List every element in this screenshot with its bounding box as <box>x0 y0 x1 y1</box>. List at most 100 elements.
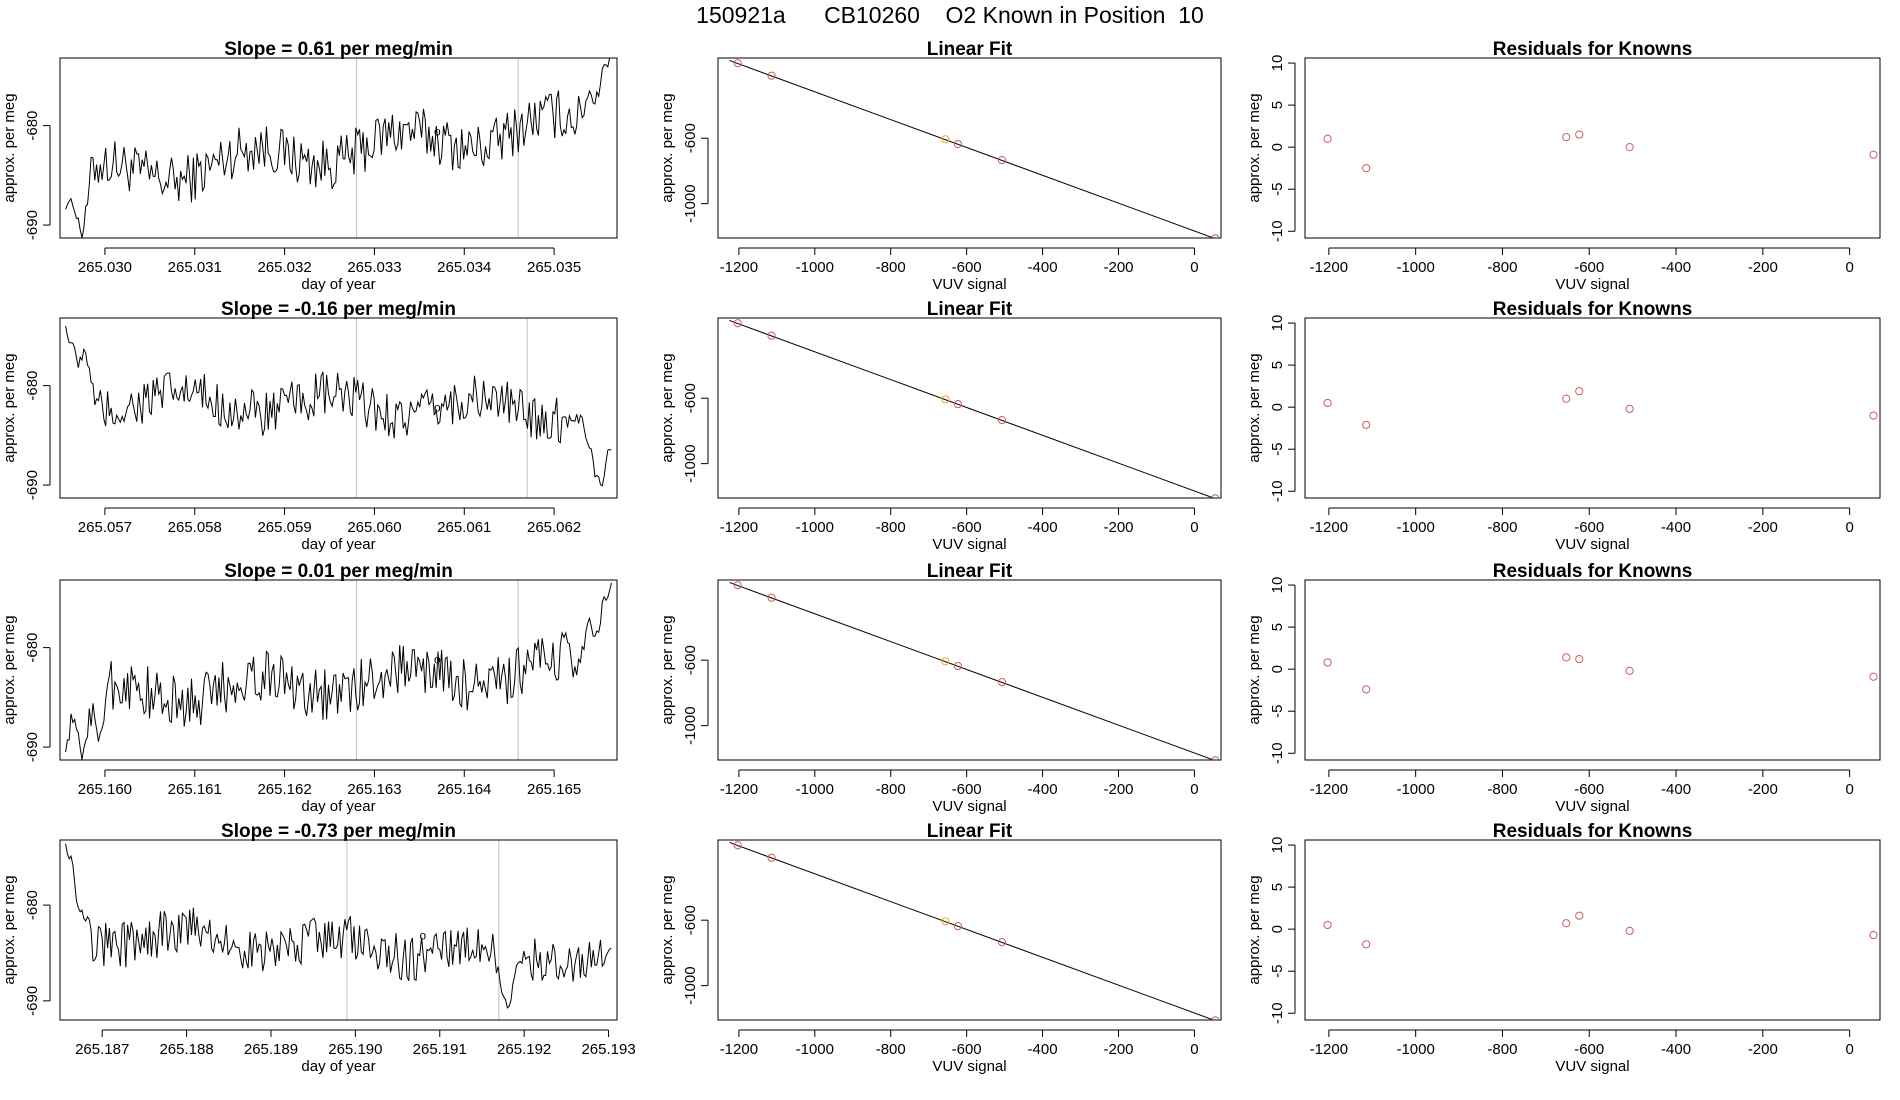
panel-scatter-4-2: Linear Fit -1200 -1000 -800 -600 -400 -200 0 VUV… <box>659 821 1222 1075</box>
x-tick-label: 265.033 <box>347 259 401 276</box>
panel-scatter-2-3: Residuals for Knowns-1200 -1000 -800 -600 -4… <box>1246 299 1881 553</box>
known-point <box>953 921 963 931</box>
known-point <box>1362 164 1371 173</box>
plot-frame <box>1304 57 1881 239</box>
panel-scatter-2-2: Linear Fit -1200 -1000 -800 -600 -400 -200 0 VUV… <box>659 299 1222 553</box>
y-axis-label: approx. per meg <box>1246 875 1263 984</box>
y-tick-label: -10 <box>1269 220 1286 242</box>
panel-title: Linear Fit <box>927 821 1013 842</box>
x-tick-label: 265.058 <box>168 519 222 536</box>
known-point <box>733 59 742 68</box>
x-tick-label: -400 <box>1028 519 1058 536</box>
panel-title: Linear Fit <box>927 299 1013 320</box>
known-point <box>997 678 1007 687</box>
y-tick-label: -1000 <box>682 444 699 482</box>
x-tick-label: -1200 <box>720 519 758 536</box>
panel-scatter-3-3: Residuals for Knowns-1200 -1000 -800 -600 -4… <box>1246 561 1881 815</box>
x-axis-label: VUV signal <box>932 1058 1006 1075</box>
panel-title: Linear Fit <box>927 39 1013 60</box>
x-tick-label: -400 <box>1661 259 1691 276</box>
y-tick-label: -680 <box>24 633 41 663</box>
x-tick-label: -1000 <box>796 259 834 276</box>
x-tick-label: 0 <box>1845 1041 1853 1058</box>
run-id: 150921a <box>696 2 786 28</box>
y-tick-label: 5 <box>1269 623 1286 631</box>
y-axis-label: approx. per meg <box>1 875 18 984</box>
x-tick-label: 265.162 <box>257 781 311 798</box>
signal-trace <box>65 843 612 1009</box>
cylinder-id: CB10260 <box>824 2 920 28</box>
known-point <box>1362 685 1371 694</box>
known-point <box>733 581 742 590</box>
y-tick-label: -10 <box>1269 1002 1286 1024</box>
known-point <box>767 593 776 602</box>
x-axis-label: VUV signal <box>932 276 1006 293</box>
figure-description: O2 Known in Position 10 <box>945 2 1204 28</box>
known-point <box>1562 132 1571 142</box>
plot-data: o <box>65 843 612 1009</box>
x-tick-label: -800 <box>1487 781 1517 798</box>
fit-line <box>729 319 1215 498</box>
x-tick-label: 265.165 <box>527 781 581 798</box>
y-tick-label: 0 <box>1269 665 1286 673</box>
panel-title: Residuals for Knowns <box>1493 821 1693 842</box>
y-tick-label: -680 <box>24 371 41 401</box>
known-point <box>767 853 776 862</box>
y-tick-label: -690 <box>24 470 41 500</box>
known-point <box>1562 653 1571 662</box>
x-tick-label: 265.193 <box>581 1041 635 1058</box>
plot-data <box>1323 387 1878 429</box>
panel-line-4-1: Slope = -0.73 per meg/min 265.187 265.188 2… <box>1 821 636 1075</box>
x-tick-label: -200 <box>1748 781 1778 798</box>
sample-point <box>941 135 950 144</box>
plot-frame <box>1304 317 1881 499</box>
known-point <box>1869 150 1878 159</box>
panel-line-3-1: Slope = 0.01 per meg/min 265.160 265.161 26… <box>1 561 618 815</box>
y-tick-label: -690 <box>24 986 41 1016</box>
plot-frame <box>717 317 1222 499</box>
x-tick-label: 0 <box>1845 259 1853 276</box>
x-axis-label: day of year <box>301 276 375 293</box>
y-tick-label: 10 <box>1269 55 1286 72</box>
x-tick-label: -1000 <box>796 781 834 798</box>
x-tick-label: 265.059 <box>257 519 311 536</box>
y-axis-label: approx. per meg <box>659 353 676 462</box>
known-point <box>733 841 742 850</box>
y-axis-label: approx. per meg <box>659 615 676 724</box>
y-tick-label: -5 <box>1269 183 1286 196</box>
x-tick-label: -600 <box>952 781 982 798</box>
plot-data <box>729 841 1220 1020</box>
x-tick-label: -1200 <box>1310 1041 1348 1058</box>
x-tick-label: -200 <box>1103 259 1133 276</box>
x-tick-label: -600 <box>952 1041 982 1058</box>
x-tick-label: 265.164 <box>437 781 491 798</box>
x-tick-label: 265.061 <box>437 519 491 536</box>
x-tick-label: -1000 <box>1396 519 1434 536</box>
y-tick-label: 0 <box>1269 925 1286 933</box>
plot-data <box>729 319 1220 498</box>
known-point <box>1575 654 1584 664</box>
known-point <box>1575 130 1584 139</box>
x-tick-label: 0 <box>1190 781 1198 798</box>
panel-title: Slope = -0.16 per meg/min <box>221 299 456 320</box>
x-tick-label: 265.057 <box>78 519 132 536</box>
x-tick-label: -1200 <box>720 259 758 276</box>
known-point <box>953 139 963 149</box>
known-point <box>1323 658 1332 667</box>
x-tick-label: 0 <box>1190 259 1198 276</box>
plot-frame <box>1304 839 1881 1021</box>
signal-trace <box>65 325 612 487</box>
y-tick-label: 5 <box>1269 361 1286 369</box>
sample-marker: o <box>434 401 441 415</box>
y-axis-label: approx. per meg <box>659 93 676 202</box>
x-axis-label: day of year <box>301 536 375 553</box>
known-point <box>1869 672 1878 681</box>
known-point <box>953 661 963 671</box>
y-axis-label: approx. per meg <box>1 353 18 462</box>
plot-frame <box>1304 579 1881 761</box>
x-tick-label: 0 <box>1190 519 1198 536</box>
y-tick-label: -10 <box>1269 480 1286 502</box>
y-tick-label: 0 <box>1269 143 1286 151</box>
y-tick-label: -1000 <box>682 966 699 1004</box>
